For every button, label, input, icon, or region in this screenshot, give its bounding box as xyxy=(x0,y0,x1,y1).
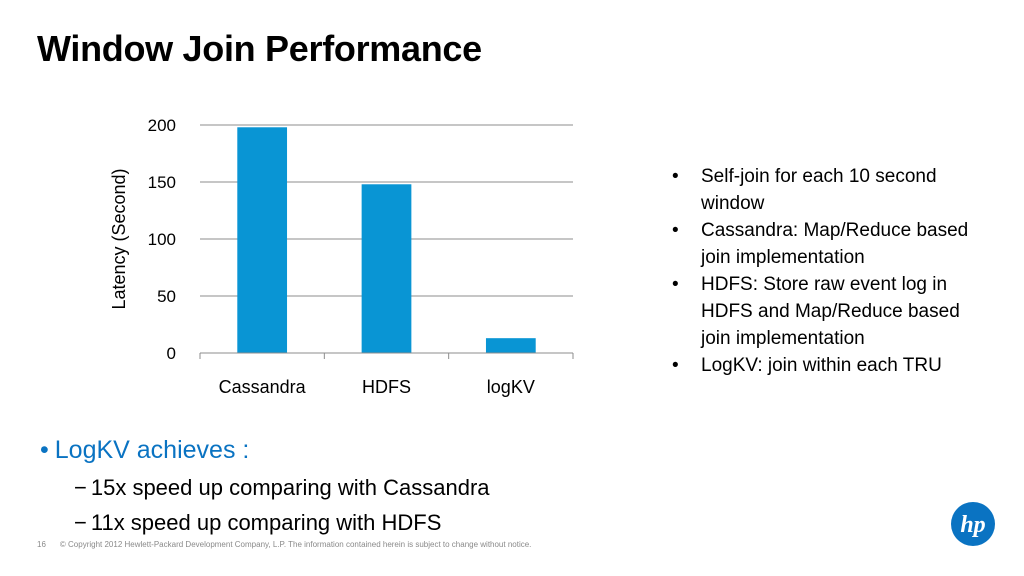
dash-glyph: − xyxy=(74,475,87,500)
y-tick-label: 50 xyxy=(157,287,176,306)
notes-list: Self-join for each 10 second window Cass… xyxy=(672,163,992,379)
note-item: Cassandra: Map/Reduce based join impleme… xyxy=(672,217,992,271)
footer: 16 © Copyright 2012 Hewlett-Packard Devel… xyxy=(37,540,531,549)
summary-point: −15x speed up comparing with Cassandra xyxy=(74,470,490,505)
dash-glyph: − xyxy=(74,510,87,535)
y-axis-label: Latency (Second) xyxy=(109,168,129,309)
note-item: LogKV: join within each TRU xyxy=(672,352,992,379)
summary-points: −15x speed up comparing with Cassandra −… xyxy=(74,470,490,540)
bar xyxy=(237,127,288,353)
bullet-glyph: • xyxy=(40,436,49,464)
summary-headline: • LogKV achieves : xyxy=(40,434,490,466)
category-label: logKV xyxy=(487,377,535,397)
hp-logo-circle xyxy=(951,502,995,546)
bar xyxy=(485,338,536,353)
bar xyxy=(361,184,412,353)
summary-point-text: 15x speed up comparing with Cassandra xyxy=(90,475,490,500)
category-label: Cassandra xyxy=(219,377,307,397)
note-item: Self-join for each 10 second window xyxy=(672,163,992,217)
summary-headline-text: LogKV achieves : xyxy=(54,436,250,464)
slide-title: Window Join Performance xyxy=(37,28,482,69)
summary-point-text: 11x speed up comparing with HDFS xyxy=(90,510,442,535)
y-tick-label: 100 xyxy=(148,230,176,249)
summary-block: • LogKV achieves : −15x speed up comparin… xyxy=(40,434,490,540)
hp-logo: hp xyxy=(951,502,995,546)
category-label: HDFS xyxy=(362,377,411,397)
y-tick-label: 150 xyxy=(148,173,176,192)
latency-bar-chart: 0 50 100 150 200 Latency (Second) Cassandra HDF… xyxy=(109,116,574,397)
y-tick-label: 0 xyxy=(167,344,176,363)
summary-point: −11x speed up comparing with HDFS xyxy=(74,505,490,540)
copyright-text: © Copyright 2012 Hewlett-Packard Develop… xyxy=(59,540,532,549)
page-number: 16 xyxy=(37,540,46,549)
y-tick-label: 200 xyxy=(148,116,176,135)
note-item: HDFS: Store raw event log in HDFS and Ma… xyxy=(672,271,992,352)
hp-logo-text: hp xyxy=(960,512,985,538)
